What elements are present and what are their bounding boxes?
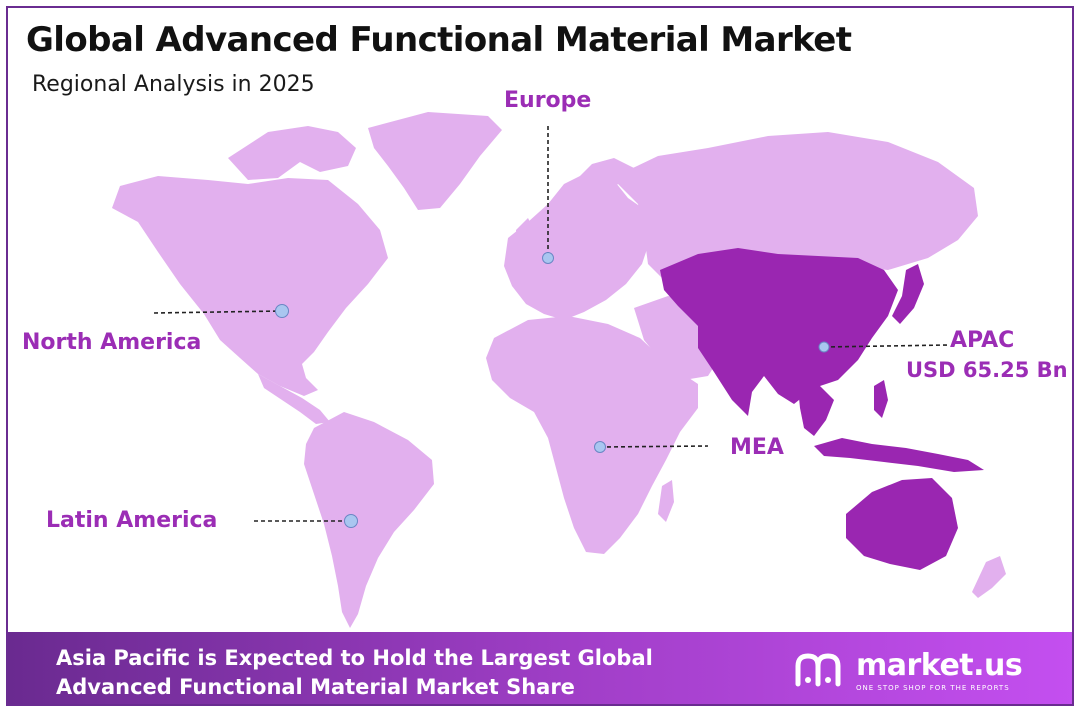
infographic-frame: Global Advanced Functional Material Mark… <box>6 6 1074 706</box>
mea-marker <box>594 441 606 453</box>
north-america-marker <box>275 304 289 318</box>
apac-market-value: USD 65.25 Bn <box>906 358 1068 382</box>
europe-marker <box>542 252 554 264</box>
region-label-apac: APAC <box>950 328 1015 353</box>
apac-marker <box>818 341 830 353</box>
uk-shape <box>516 218 536 256</box>
north-america-shape <box>112 176 388 396</box>
apac-japan-shape <box>892 264 924 324</box>
region-label-europe: Europe <box>504 88 592 113</box>
apac-philippines-shape <box>874 380 888 418</box>
region-label-latin-america: Latin America <box>46 508 218 533</box>
brand-name: market.us <box>856 648 1023 683</box>
europe-shape <box>504 172 650 320</box>
banner-text: Asia Pacific is Expected to Hold the Lar… <box>56 644 756 702</box>
world-map <box>112 112 1006 628</box>
arctic-islands-shape <box>228 126 356 180</box>
brand-logo: market.us ONE STOP SHOP FOR THE REPORTS <box>792 648 1062 696</box>
north-america-leader-line <box>153 310 283 314</box>
central-america-shape <box>258 374 330 424</box>
apac-australia-shape <box>846 478 958 570</box>
apac-islands-shape <box>814 438 984 472</box>
latin-america-marker <box>344 514 358 528</box>
new-zealand-shape <box>972 556 1006 598</box>
region-label-mea: MEA <box>730 435 784 460</box>
apac-mainland-shape <box>660 248 898 416</box>
banner-line-2: Advanced Functional Material Market Shar… <box>56 675 575 699</box>
madagascar-shape <box>658 480 674 522</box>
page-subtitle: Regional Analysis in 2025 <box>32 72 315 97</box>
region-label-north-america: North America <box>22 330 202 355</box>
page-title: Global Advanced Functional Material Mark… <box>26 20 852 60</box>
banner-line-1: Asia Pacific is Expected to Hold the Lar… <box>56 646 653 670</box>
apac-peninsula-shape <box>798 384 834 436</box>
russia-shape <box>612 132 978 284</box>
africa-shape <box>486 316 698 554</box>
greenland-shape <box>368 112 502 210</box>
south-america-shape <box>304 412 434 628</box>
footer-banner: Asia Pacific is Expected to Hold the Lar… <box>8 632 1072 704</box>
market-us-logo-icon <box>795 653 841 687</box>
brand-tagline: ONE STOP SHOP FOR THE REPORTS <box>856 684 1010 692</box>
